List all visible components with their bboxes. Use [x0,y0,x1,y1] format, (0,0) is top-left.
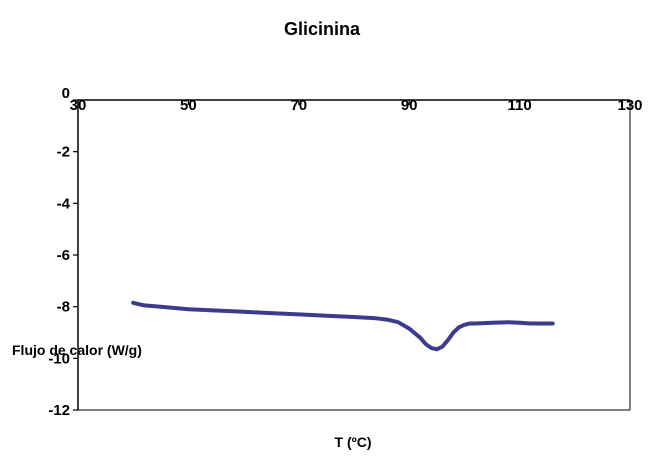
x-tick-label: 90 [401,97,418,114]
y-axis-label: Flujo de calor (W/g) [12,342,142,358]
y-tick-label: -6 [57,247,70,264]
y-tick-label: -4 [57,195,71,212]
y-tick-label: -8 [57,299,70,316]
x-tick-label: 30 [70,97,87,114]
x-tick-label: 130 [617,97,642,114]
chart-title: Glicinina [284,19,361,39]
y-tick-group: 0 -2 -4 -6 -8 -10 -12 [48,85,78,419]
x-tick-label: 50 [180,97,197,114]
x-tick-label: 70 [290,97,307,114]
plot-area: 30 50 70 90 110 130 0 -2 -4 -6 -8 -10 -12 [48,85,642,419]
x-tick-label: 110 [507,97,531,114]
series-line [131,300,555,352]
y-tick-label: 0 [62,85,70,102]
y-tick-label: -2 [57,144,70,161]
series-group [131,300,555,352]
x-axis-label: T (ºC) [335,434,372,450]
y-tick-label: -10 [48,350,70,367]
y-tick-label: -12 [48,402,70,419]
x-tick-group: 30 50 70 90 110 130 [70,97,643,114]
